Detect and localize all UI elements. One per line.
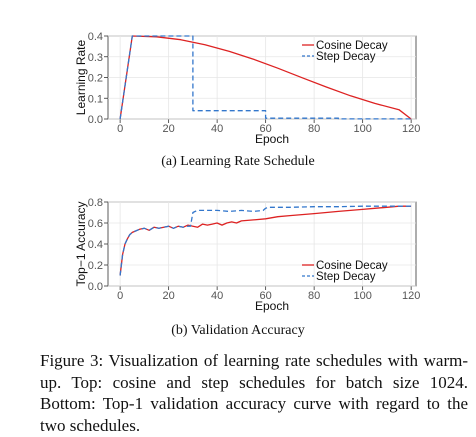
figure-caption: Figure 3: Visualization of learning rate… [40,351,468,435]
x-axis-label: Epoch [255,132,289,146]
y-tick-label: 0.4 [88,31,103,43]
series-line-cosine-decay [119,35,412,120]
x-tick-label: 100 [353,290,371,302]
x-tick-label: 80 [308,123,320,135]
legend-label: Step Decay [316,51,376,63]
validation-accuracy-chart: 0 20 40 60 80 100 120 0.0 0.2 0.4 0.6 0.8 Cosine Dec… [74,197,420,313]
y-tick-label: 0.2 [88,73,103,85]
learning-rate-chart: 0 20 40 60 80 100 120 0.0 0.1 0.2 0.3 0.4 Cosine Dec… [74,31,420,146]
x-tick-label: 40 [211,290,223,302]
legend-label: Cosine Decay [316,40,388,52]
y-tick-label: 0.4 [88,239,103,251]
x-tick-label: 20 [163,290,175,302]
legend-label: Cosine Decay [316,260,388,272]
y-tick-label: 0.8 [88,197,103,209]
y-tick-label: 0.0 [88,114,103,126]
y-tick-label: 0.3 [88,52,103,64]
x-tick-label: 40 [211,123,223,135]
x-tick-label: 60 [260,123,272,135]
x-tick-label: 0 [117,123,123,135]
series-line-cosine-decay [119,205,412,276]
y-tick-label: 0.6 [88,218,103,230]
legend-label: Step Decay [316,271,376,283]
x-axis-label: Epoch [255,299,289,313]
subcaption-a: (a) Learning Rate Schedule [161,154,315,169]
x-tick-label: 100 [353,123,371,135]
y-axis-label: Top−1 Accuracy [74,201,88,286]
x-tick-label: 0 [117,290,123,302]
x-tick-label: 60 [260,290,272,302]
series-line-step-decay [119,35,412,120]
x-tick-label: 120 [402,290,420,302]
series-line-step-decay [119,205,412,276]
x-tick-label: 80 [308,290,320,302]
y-tick-label: 0.2 [88,260,103,272]
y-axis-label: Learning Rate [74,39,88,115]
subcaption-b: (b) Validation Accuracy [171,323,304,338]
x-tick-label: 120 [402,123,420,135]
y-tick-label: 0.0 [88,281,103,293]
x-tick-label: 20 [163,123,175,135]
y-tick-label: 0.1 [88,93,103,105]
